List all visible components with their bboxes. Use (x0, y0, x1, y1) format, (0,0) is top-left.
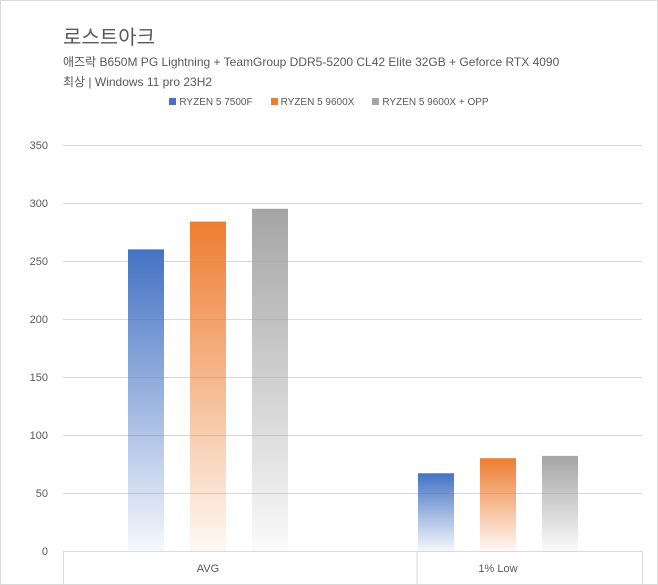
y-tick-label: 200 (30, 314, 48, 326)
chart-subtitle-line1: 애즈락 B650M PG Lightning + TeamGroup DDR5-… (63, 55, 560, 69)
y-tick-label: 100 (30, 430, 48, 442)
y-tick-label: 250 (30, 256, 48, 268)
bar-ryzen-5-9600x-avg (190, 221, 226, 551)
legend-item: RYZEN 5 9600X (270, 97, 355, 108)
x-tick-label: AVG (197, 563, 219, 575)
bar-ryzen-5-7500f-1-low (418, 473, 454, 551)
bar-ryzen-5-9600x-opp-avg (252, 208, 288, 552)
legend-item: RYZEN 5 7500F (169, 97, 253, 108)
bar-ryzen-5-9600x-opp-1-low (542, 455, 578, 551)
bar-ryzen-5-9600x-1-low (480, 458, 516, 551)
legend-label: RYZEN 5 9600X + OPP (382, 97, 489, 108)
legend-swatch (169, 98, 177, 105)
bar-ryzen-5-7500f-avg (128, 249, 164, 551)
y-tick-label: 350 (30, 140, 48, 152)
x-tick-label: 1% Low (478, 563, 517, 575)
y-tick-label: 50 (36, 488, 48, 500)
legend-label: RYZEN 5 7500F (179, 97, 253, 108)
legend-label: RYZEN 5 9600X (280, 97, 355, 108)
chart-title: 로스트아크 (63, 27, 155, 49)
chart-subtitle-line2: 최상 | Windows 11 pro 23H2 (63, 75, 213, 89)
legend-swatch (270, 98, 278, 105)
legend-item: RYZEN 5 9600X + OPP (372, 97, 489, 108)
y-tick-label: 300 (30, 198, 48, 210)
y-tick-label: 150 (30, 372, 48, 384)
y-tick-label: 0 (42, 546, 48, 558)
legend: RYZEN 5 7500F RYZEN 5 9600X RYZEN 5 9600X … (1, 97, 657, 108)
legend-swatch (372, 98, 380, 105)
